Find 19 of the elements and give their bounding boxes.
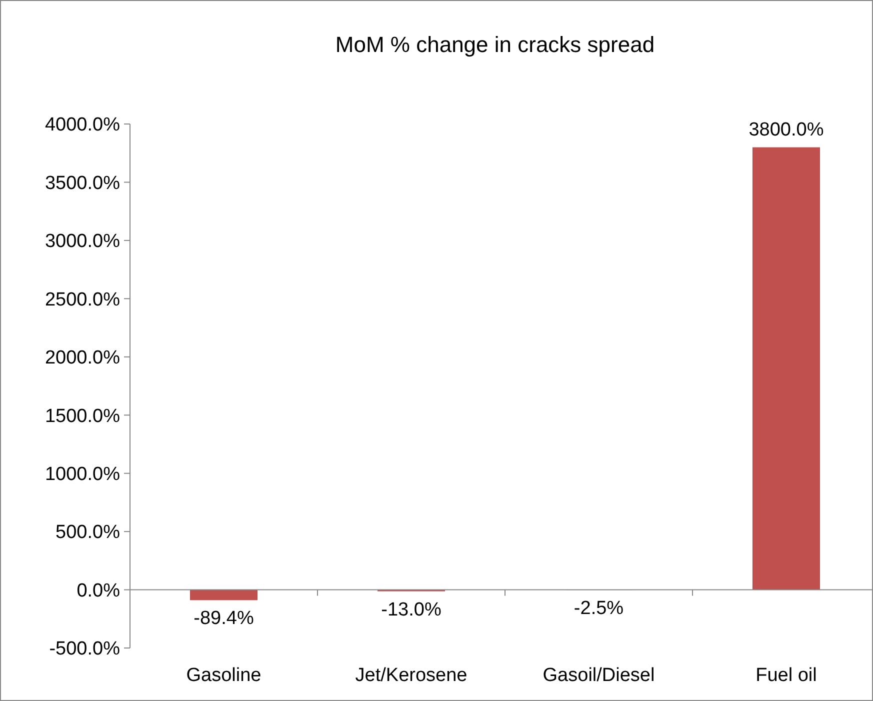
y-tick-label: 0.0% xyxy=(76,580,120,602)
y-tick-label: 2500.0% xyxy=(44,289,120,310)
chart-title: MoM % change in cracks spread xyxy=(335,32,655,57)
x-tick-label: Fuel oil xyxy=(756,665,817,686)
y-tick-label: 1500.0% xyxy=(44,406,120,427)
data-label: 3800.0% xyxy=(748,119,824,140)
y-tick-label: 2000.0% xyxy=(44,348,120,369)
x-tick-label: Gasoline xyxy=(186,665,262,686)
x-tick-label: Jet/Kerosene xyxy=(355,665,468,686)
data-label: -89.4% xyxy=(194,608,254,630)
y-tick-label: 1000.0% xyxy=(44,464,120,485)
y-tick-label: 500.0% xyxy=(56,522,120,544)
y-tick-label: 3000.0% xyxy=(44,231,120,252)
data-label: -13.0% xyxy=(381,599,442,620)
x-tick-label: Gasoil/Diesel xyxy=(542,665,655,686)
y-tick-label: 3500.0% xyxy=(44,172,120,194)
y-tick-label: 4000.0% xyxy=(44,114,120,136)
y-tick-label: -500.0% xyxy=(49,638,120,660)
data-label: -2.5% xyxy=(574,598,624,620)
